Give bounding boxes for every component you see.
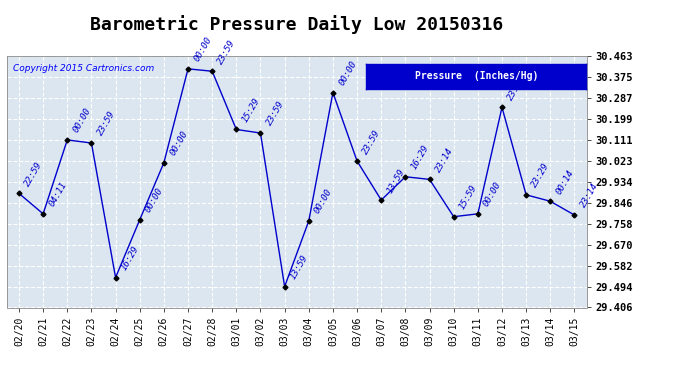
Text: 04:11: 04:11 — [48, 180, 68, 208]
Text: 00:00: 00:00 — [482, 180, 503, 208]
Text: 23:14: 23:14 — [579, 182, 600, 210]
Text: 00:00: 00:00 — [193, 36, 213, 63]
Text: 23:59: 23:59 — [96, 110, 117, 138]
Text: 23:59: 23:59 — [217, 38, 237, 66]
Text: 23:14: 23:14 — [434, 146, 455, 174]
Text: 00:00: 00:00 — [144, 186, 165, 214]
Text: Copyright 2015 Cartronics.com: Copyright 2015 Cartronics.com — [12, 64, 154, 73]
Text: 15:29: 15:29 — [241, 96, 262, 124]
Text: 23:59: 23:59 — [265, 100, 286, 128]
Text: 00:00: 00:00 — [72, 106, 92, 134]
Text: 23:59: 23:59 — [506, 74, 527, 102]
Text: 00:00: 00:00 — [313, 188, 334, 215]
Text: 16:29: 16:29 — [410, 143, 431, 171]
Text: 23:59: 23:59 — [362, 128, 382, 156]
Text: 15:59: 15:59 — [458, 183, 479, 211]
Text: 22:59: 22:59 — [23, 160, 44, 188]
Text: 13:59: 13:59 — [289, 253, 310, 281]
Text: 16:29: 16:29 — [120, 244, 141, 272]
Text: Barometric Pressure Daily Low 20150316: Barometric Pressure Daily Low 20150316 — [90, 15, 503, 34]
Text: Pressure  (Inches/Hg): Pressure (Inches/Hg) — [415, 71, 538, 81]
Text: 00:14: 00:14 — [555, 168, 575, 196]
Text: 00:00: 00:00 — [337, 59, 358, 87]
Text: 00:00: 00:00 — [168, 129, 189, 157]
Text: 23:29: 23:29 — [531, 162, 551, 189]
Text: 13:59: 13:59 — [386, 167, 406, 195]
